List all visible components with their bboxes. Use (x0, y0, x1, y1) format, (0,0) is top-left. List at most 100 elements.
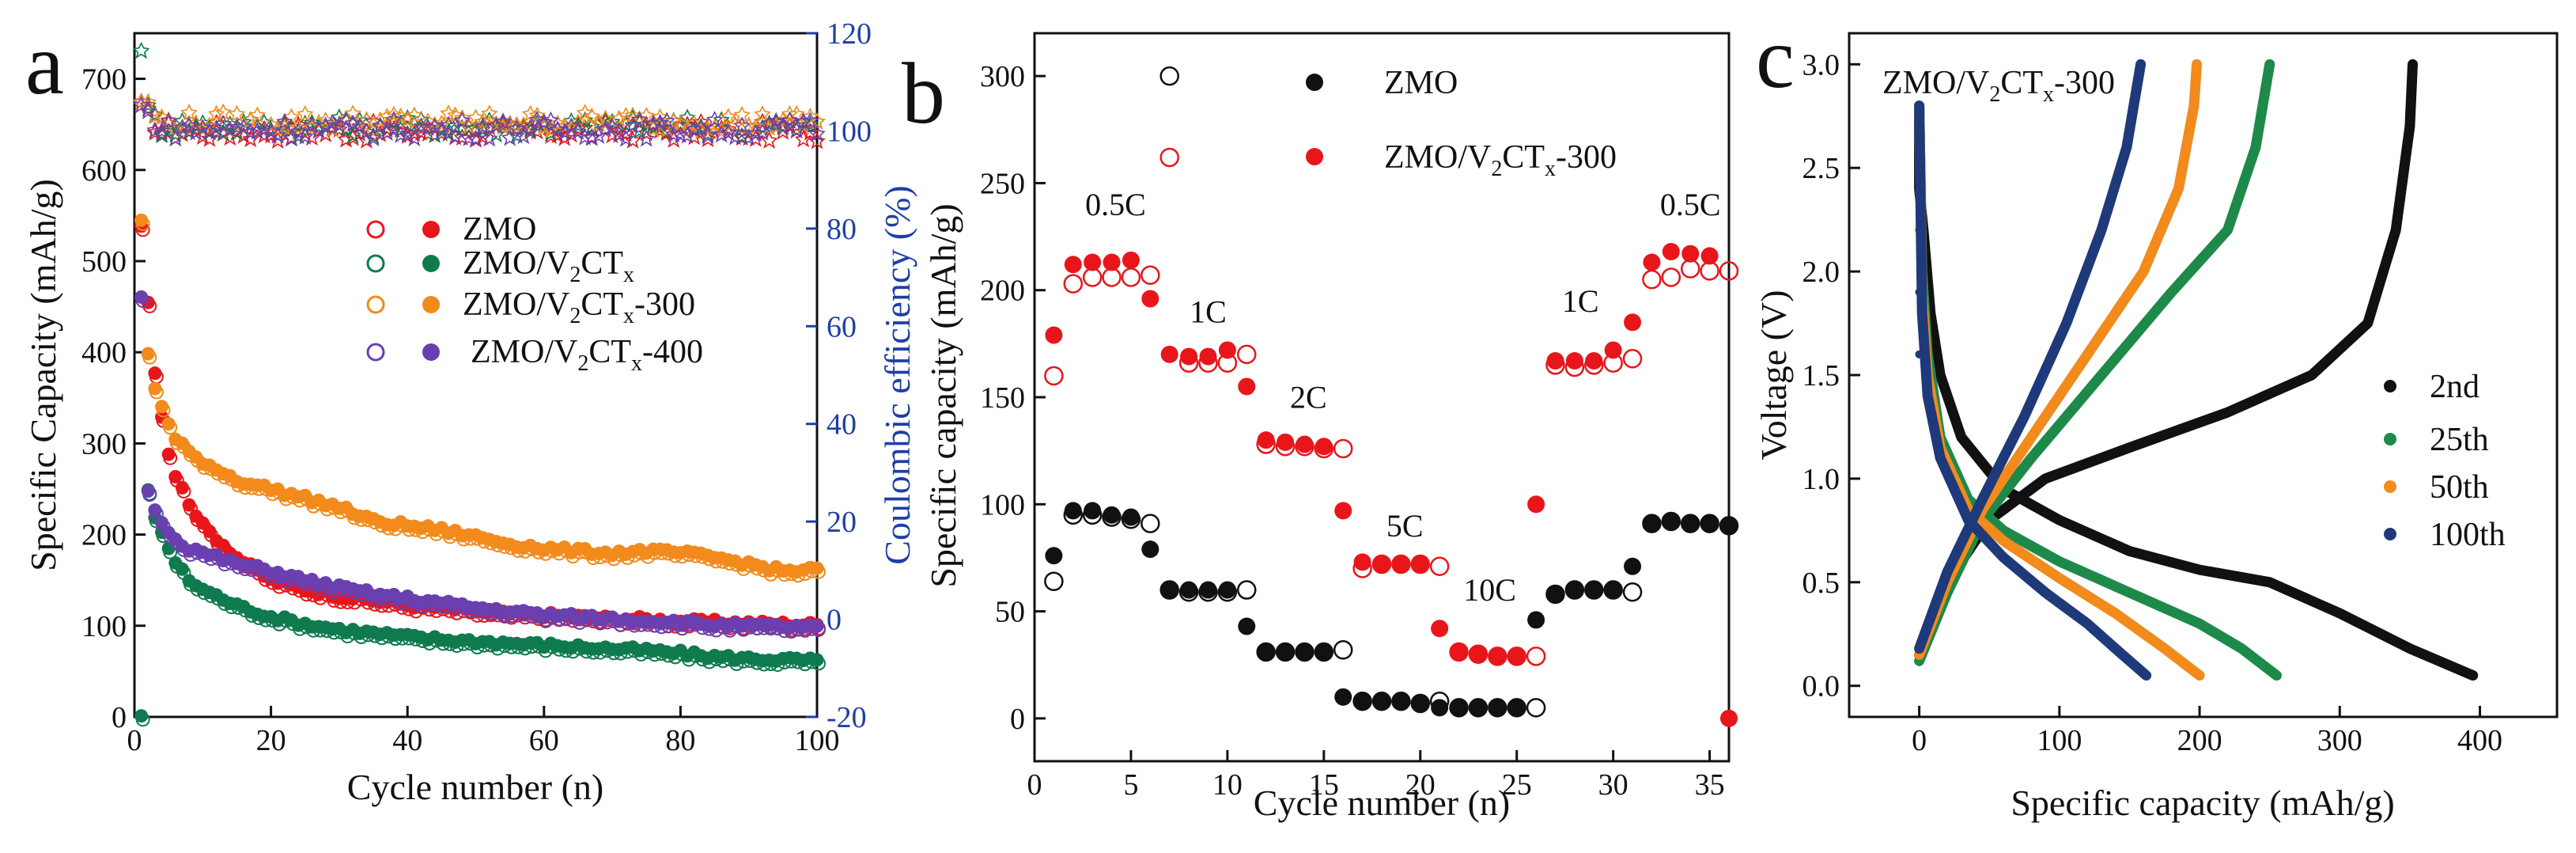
a-efficiency-point (494, 118, 512, 135)
a-capacity-point (161, 541, 176, 555)
b-filled-point (1084, 502, 1102, 520)
panel-letter-b: b (902, 45, 945, 142)
a-efficiency-point (132, 93, 150, 111)
legend-c-2nd-label: 2nd (2430, 369, 2480, 405)
b-filled-point (1662, 243, 1680, 260)
b-open-point (1237, 580, 1257, 600)
a-xtick-label: 0 (127, 724, 142, 757)
b-ytick-label: 100 (980, 488, 1025, 521)
a-efficiency-point (269, 126, 286, 144)
b-filled-point (1469, 645, 1487, 663)
a-efficiency-point (494, 116, 512, 134)
a-efficiency-point (248, 122, 267, 140)
b-filled-point (1238, 617, 1256, 635)
b-filled-point (1585, 352, 1603, 370)
panel-a-ylabel: Specific Capacity (mAh/g) (23, 179, 63, 571)
a-efficiency-point (788, 116, 805, 135)
a-efficiency-point (733, 116, 751, 135)
a-capacity-point (148, 381, 162, 396)
legend-b-v300-marker (1306, 148, 1323, 165)
b-open-point (1044, 571, 1064, 591)
b-filled-point (1700, 514, 1719, 533)
a-efficiency-point (385, 110, 403, 128)
a-efficiency-point (406, 129, 423, 146)
b-filled-point (1450, 643, 1468, 661)
b-filled-point (1700, 247, 1719, 265)
a-efficiency-point (720, 108, 737, 126)
b-filled-point (1392, 555, 1410, 574)
a-xtick-label: 40 (392, 724, 422, 757)
c-xtick-label: 0 (1912, 724, 1927, 757)
b-filled-point (1218, 581, 1236, 599)
a-xtick-label: 60 (529, 724, 559, 757)
a-efficiency-point (378, 123, 395, 141)
a-y2tick-label: 80 (827, 213, 857, 246)
b-filled-point (1103, 506, 1121, 524)
b-filled-point (1431, 620, 1449, 638)
b-open-point (1642, 269, 1662, 290)
a-efficiency-point (453, 111, 471, 129)
a-efficiency-point (406, 106, 423, 124)
b-filled-point (1720, 709, 1738, 727)
b-xtick-label: 0 (1027, 768, 1042, 802)
b-filled-point (1373, 692, 1390, 711)
b-filled-point (1662, 512, 1680, 530)
a-efficiency-point (705, 111, 724, 128)
a-efficiency-point (562, 125, 580, 143)
legend-a-zmo-open (366, 220, 385, 239)
b-xtick-label: 25 (1502, 768, 1532, 802)
b-filled-point (1122, 251, 1140, 269)
b-rate-label: 0.5C (1085, 187, 1146, 222)
a-efficiency-point (173, 118, 191, 136)
a-efficiency-point (242, 123, 259, 141)
legend-a-v400-label: ZMO/V2CTx-400 (471, 334, 703, 376)
a-efficiency-point (617, 106, 635, 124)
b-filled-point (1411, 555, 1429, 574)
b-rate-label: 0.5C (1660, 187, 1721, 222)
panel-a-legend: ZMO ZMO/V2CTx ZMO/V2CTx-300 ZMO/V2CTx-40… (366, 211, 703, 376)
legend-a-zmo-label: ZMO (463, 211, 536, 248)
b-filled-point (1103, 253, 1121, 271)
a-efficiency-point (269, 131, 286, 149)
a-efficiency-point (576, 127, 594, 146)
a-efficiency-point (153, 122, 171, 139)
c-initial-point (1915, 226, 1923, 234)
a-efficiency-point (624, 116, 641, 134)
b-filled-point (1643, 514, 1661, 533)
legend-a-v2ctx-open (366, 254, 385, 273)
b-filled-point (1643, 253, 1661, 271)
c-discharge-curve (1914, 100, 2282, 681)
b-filled-point (1353, 553, 1371, 571)
c-charge-curve (1914, 59, 2418, 660)
a-efficiency-point (399, 108, 416, 127)
a-efficiency-point (474, 112, 491, 131)
a-efficiency-point (754, 123, 771, 141)
panel-b-marks: 0.5C 1C 2C 5C 10C 1C 0.5C (1044, 66, 1739, 727)
panel-c-marks (1914, 59, 2479, 681)
b-filled-point (1411, 694, 1429, 712)
a-efficiency-point (173, 124, 191, 142)
a-efficiency-point (637, 129, 655, 147)
b-ytick-label: 0 (1010, 703, 1025, 736)
a-efficiency-point (221, 120, 239, 138)
a-ytick-label: 200 (81, 519, 127, 552)
a-efficiency-point (528, 106, 546, 124)
b-rate-label: 1C (1562, 283, 1599, 319)
a-efficiency-point (201, 122, 218, 139)
a-capacity-point (202, 525, 217, 539)
a-efficiency-point (460, 129, 478, 146)
a-capacity-point (175, 562, 189, 576)
b-ytick-label: 150 (980, 381, 1025, 415)
legend-c-100th-marker (2384, 528, 2396, 540)
a-ytick-label: 300 (81, 427, 127, 461)
c-ytick-label: 1.5 (1802, 359, 1840, 392)
panel-letter-c: c (1756, 9, 1795, 106)
a-capacity-point (175, 480, 189, 495)
b-open-point (1526, 698, 1546, 718)
c-initial-point (1915, 101, 1923, 110)
b-filled-point (1624, 313, 1642, 332)
b-filled-point (1585, 581, 1603, 599)
legend-c-50th-label: 50th (2430, 469, 2489, 506)
b-open-point (1333, 640, 1353, 660)
legend-c-25th-marker (2384, 433, 2396, 445)
